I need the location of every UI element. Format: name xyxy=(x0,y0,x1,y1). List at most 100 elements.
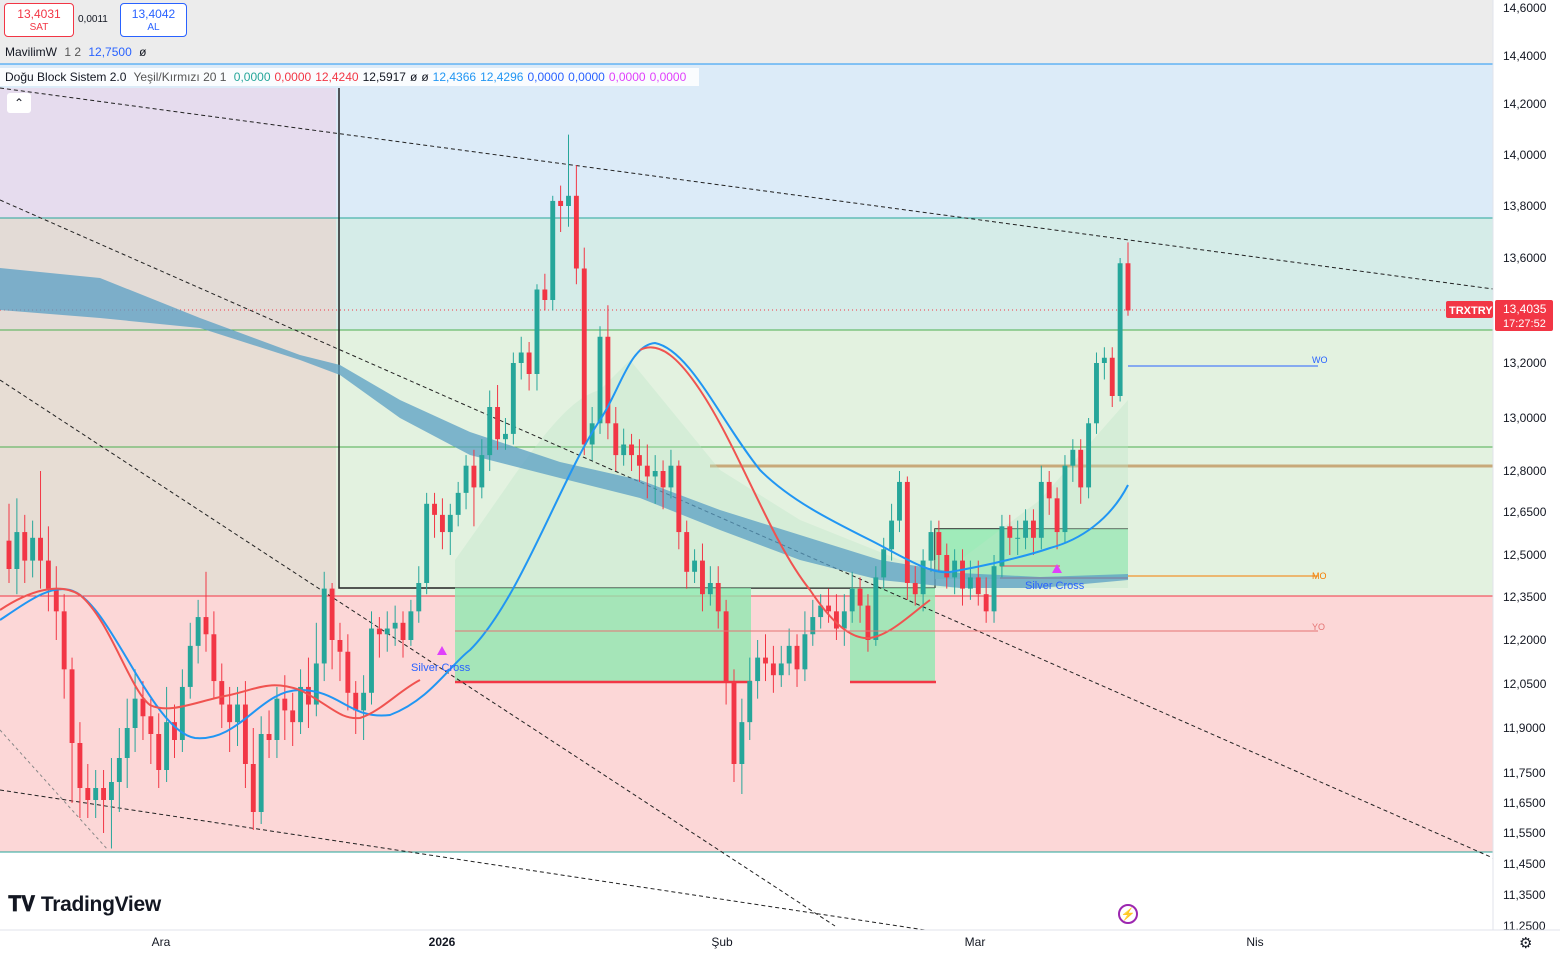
price-label: 14,4000 xyxy=(1503,49,1547,63)
tradingview-logo-icon: 𝐓𝐕 xyxy=(8,893,35,916)
indicator-legend-dogu-block[interactable]: Doğu Block Sistem 2.0 Yeşil/Kırmızı 20 1… xyxy=(0,68,700,86)
candle-body xyxy=(250,764,256,812)
candle-body xyxy=(376,628,382,635)
candle-body xyxy=(14,532,20,569)
candle-body xyxy=(219,681,225,705)
chevron-up-icon[interactable]: ⌃ xyxy=(7,93,31,113)
candle-body xyxy=(920,560,926,595)
price-label: 12,3500 xyxy=(1503,590,1547,604)
candle-body xyxy=(22,532,28,561)
candle-body xyxy=(77,743,83,788)
indicator-params: Yeşil/Kırmızı 20 1 xyxy=(133,70,227,84)
price-label: 13,8000 xyxy=(1503,199,1547,213)
candle-body xyxy=(1078,449,1084,488)
candle-body xyxy=(755,657,761,682)
order-block-2 xyxy=(850,588,935,682)
candle-body xyxy=(621,444,627,456)
trendline-4 xyxy=(0,789,926,931)
candle-body xyxy=(510,363,516,434)
candle-body xyxy=(439,514,445,533)
zone-bottom xyxy=(0,852,1493,930)
candle-body xyxy=(660,471,666,488)
last-price: 13,4035 xyxy=(1503,302,1547,316)
lightning-icon[interactable]: ⚡ xyxy=(1118,904,1138,924)
candle-body xyxy=(369,628,374,693)
candle-body xyxy=(881,549,887,578)
order-block-1 xyxy=(455,588,751,682)
candle-body xyxy=(1007,526,1013,538)
sell-button[interactable]: 13,4031 SAT xyxy=(4,3,74,37)
last-price-tag xyxy=(1495,300,1553,331)
candle-body xyxy=(30,537,36,561)
countdown: 17:27:52 xyxy=(1503,318,1546,330)
candle-body xyxy=(644,465,650,477)
candle-body xyxy=(707,583,713,595)
candle-body xyxy=(93,788,99,800)
candle-body xyxy=(786,645,792,664)
candle-body xyxy=(1015,537,1021,539)
price-label: 12,6500 xyxy=(1503,505,1547,519)
candle-body xyxy=(999,526,1005,567)
candle-body xyxy=(124,728,130,758)
candle-body xyxy=(558,200,564,206)
silver-cross-label-1: Silver Cross xyxy=(411,662,471,674)
buy-label: AL xyxy=(147,22,160,33)
candle-body xyxy=(109,782,114,800)
indicator-value-10: 0,0000 xyxy=(608,70,646,84)
candle-body xyxy=(258,734,264,812)
price-label: 12,0500 xyxy=(1503,677,1547,691)
candle-body xyxy=(463,465,469,493)
sell-label: SAT xyxy=(29,22,49,33)
candle-body xyxy=(313,663,319,705)
candle-body xyxy=(975,577,981,595)
candle-body xyxy=(731,681,737,764)
indicator-value-2: 12,4240 xyxy=(315,70,359,84)
candle-body xyxy=(897,481,902,521)
candle-body xyxy=(826,605,831,612)
indicator-name: MavilimW xyxy=(5,45,57,59)
candle-body xyxy=(763,657,768,664)
candle-body xyxy=(928,532,934,561)
tradingview-logo[interactable]: 𝐓𝐕 TradingView xyxy=(8,893,161,917)
candle-body xyxy=(471,465,477,488)
tradingview-logo-text: TradingView xyxy=(40,893,161,916)
candle-body xyxy=(298,686,304,723)
buy-price: 13,4042 xyxy=(131,7,176,21)
candle-body xyxy=(455,492,461,515)
candle-body xyxy=(187,645,193,687)
symbol-ticker: TRXTRY xyxy=(1449,305,1493,317)
candle-body xyxy=(581,268,587,445)
indicator-legend-mavilimw[interactable]: MavilimW 1 2 12,7500 ø xyxy=(5,45,150,59)
indicator-name: Doğu Block Sistem 2.0 xyxy=(5,70,127,84)
indicator-value-4: ø xyxy=(409,70,418,84)
price-label: 11,3500 xyxy=(1503,888,1546,902)
indicator-params: 1 2 xyxy=(64,45,82,59)
candle-body xyxy=(526,352,532,374)
indicator-value-5: ø xyxy=(421,70,429,84)
candle-body xyxy=(227,704,233,723)
candle-body xyxy=(211,634,217,682)
buy-button[interactable]: 13,4042 AL xyxy=(120,3,187,37)
candle-body xyxy=(1101,357,1107,363)
red-curve-2 xyxy=(639,346,931,640)
candle-body xyxy=(53,588,59,612)
price-area xyxy=(455,360,1128,588)
spread-value: 0,0011 xyxy=(78,14,108,25)
price-axis xyxy=(1493,0,1560,930)
settings-gear-icon[interactable]: ⚙ xyxy=(1519,935,1533,952)
candle-body xyxy=(778,663,784,676)
candle-body xyxy=(1030,520,1036,538)
trendline-5 xyxy=(0,729,109,851)
candle-body xyxy=(1109,357,1115,396)
candle-body xyxy=(132,698,138,728)
indicator-value-9: 0,0000 xyxy=(568,70,605,84)
candle-body xyxy=(1117,263,1123,396)
candle-body xyxy=(550,200,556,300)
candle-body xyxy=(1094,363,1099,424)
candle-body xyxy=(818,605,824,618)
candle-body xyxy=(353,692,359,711)
candle-body xyxy=(6,540,12,569)
candle-body xyxy=(140,698,146,717)
indicator-value-7: 12,4296 xyxy=(480,70,524,84)
